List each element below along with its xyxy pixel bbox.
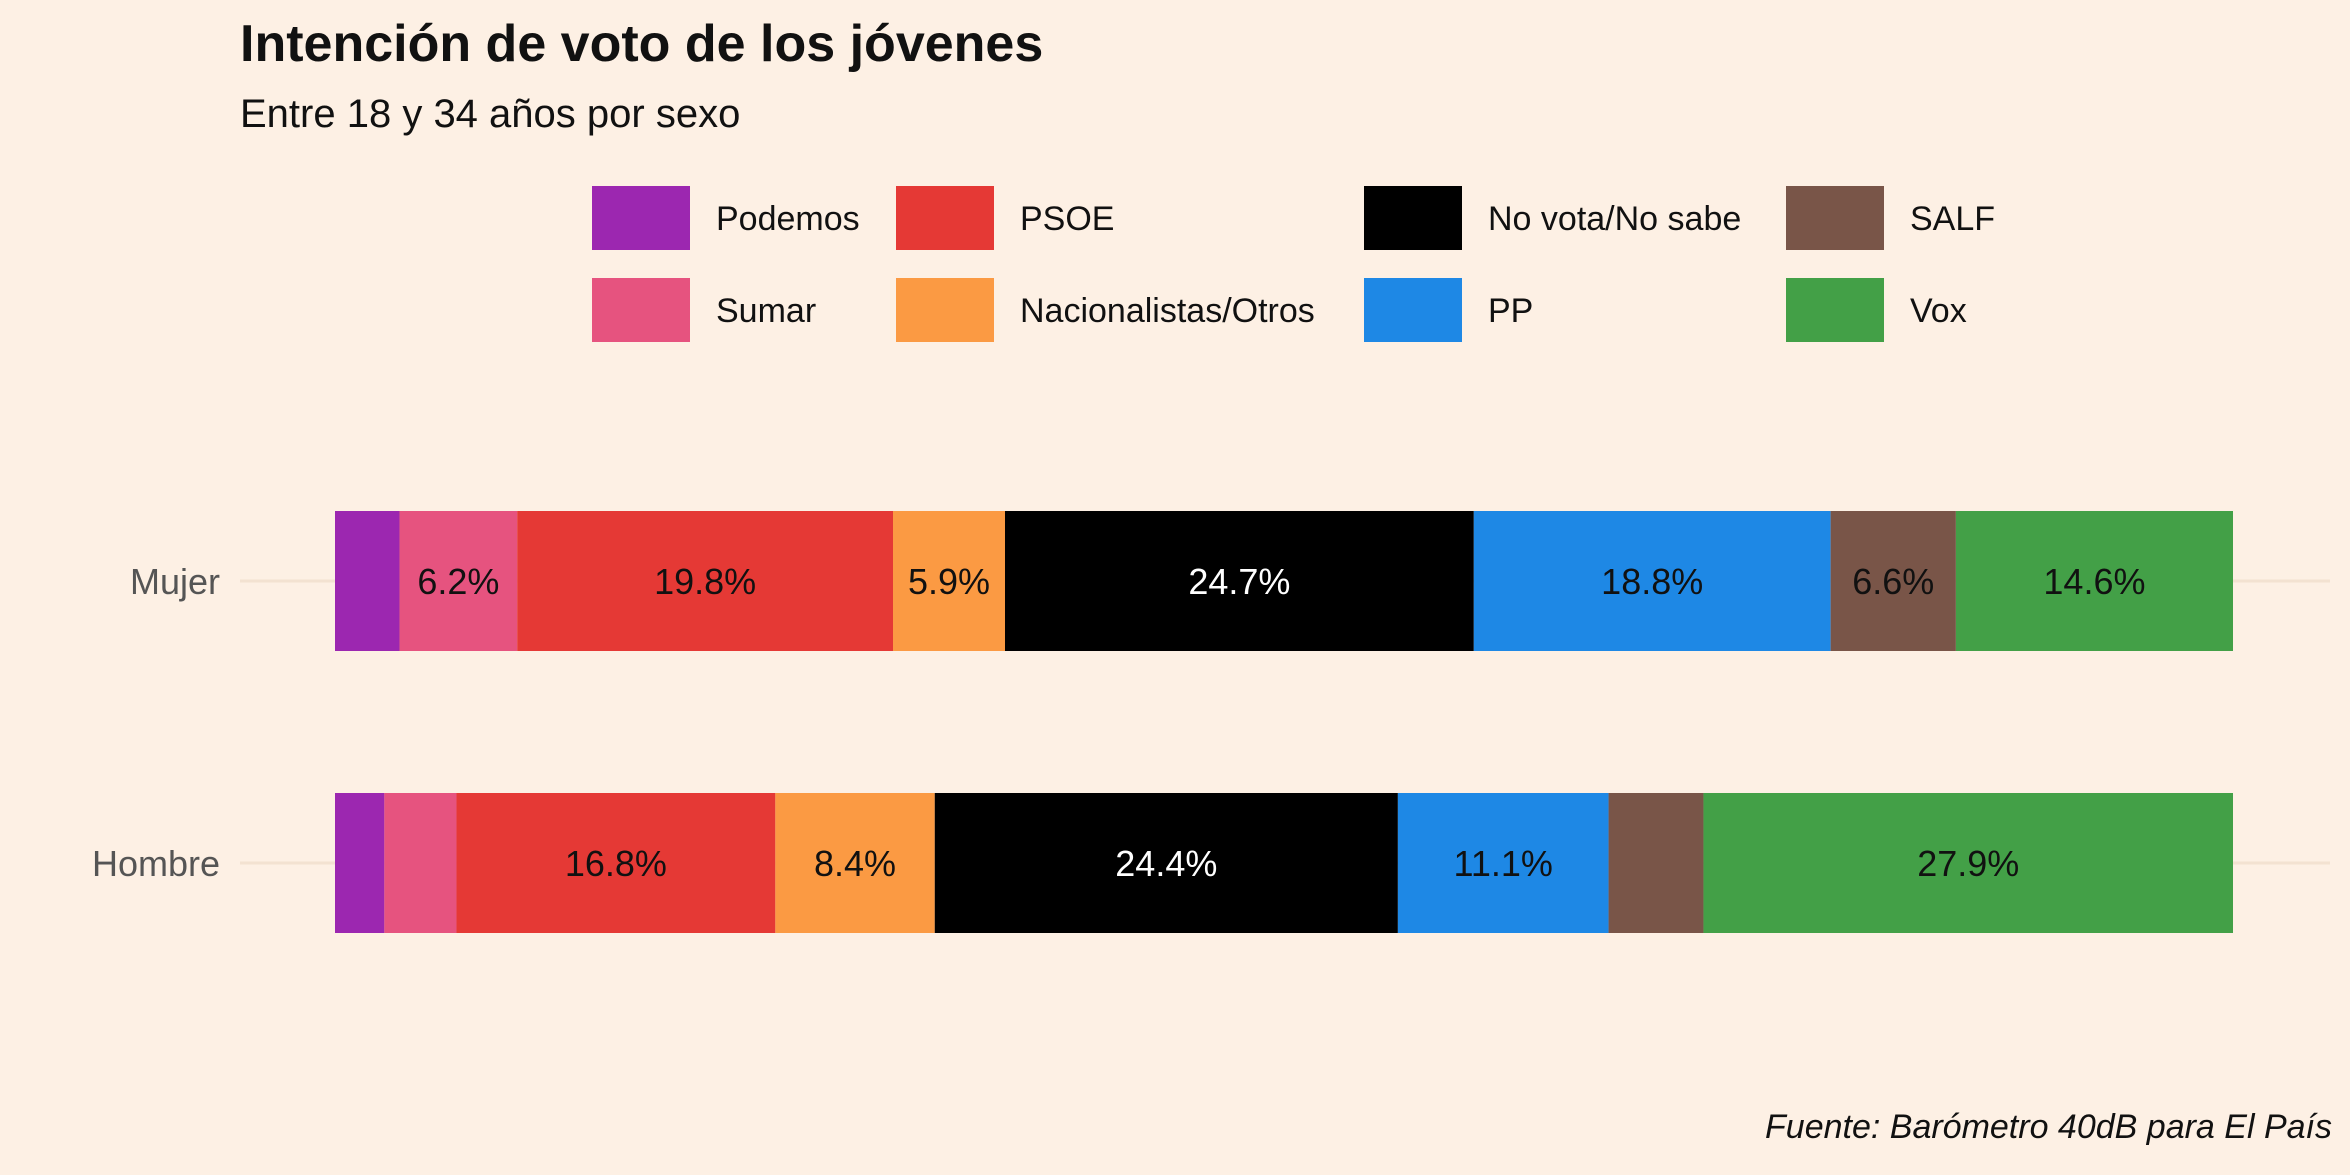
bar-label-mujer-psoe: 19.8% (654, 561, 756, 602)
bar-hombre-sumar (384, 793, 457, 933)
bar-label-hombre-nacionalistas-otros: 8.4% (814, 843, 896, 884)
chart-caption: Fuente: Barómetro 40dB para El País (1765, 1108, 2332, 1146)
bar-hombre-vox (1703, 793, 2233, 933)
bar-label-mujer-pp: 18.8% (1601, 561, 1703, 602)
legend-key-nacionalistas-otros (896, 278, 994, 342)
legend-label-salf: SALF (1910, 200, 1995, 238)
bar-mujer-nacionalistas-otros (893, 511, 1005, 651)
bar-mujer-pp (1473, 511, 1831, 651)
bar-hombre-salf (1608, 793, 1704, 933)
bar-mujer-sumar (399, 511, 518, 651)
bar-mujer-vox (1955, 511, 2233, 651)
legend-key-psoe (896, 186, 994, 250)
legend-key-pp (1364, 278, 1462, 342)
legend-key-salf (1786, 186, 1884, 250)
legend-label-nacionalistas-otros: Nacionalistas/Otros (1020, 292, 1315, 330)
bar-mujer-no-vota-no-sabe (1004, 511, 1474, 651)
legend-key-sumar (592, 278, 690, 342)
bar-label-hombre-vox: 27.9% (1917, 843, 2019, 884)
legend-key-podemos (592, 186, 690, 250)
chart-subtitle: Entre 18 y 34 años por sexo (240, 92, 741, 136)
category-label-mujer: Mujer (130, 561, 220, 602)
bar-hombre-pp (1397, 793, 1609, 933)
bar-mujer-podemos (335, 511, 400, 651)
bar-hombre-no-vota-no-sabe (934, 793, 1398, 933)
bar-hombre-podemos (335, 793, 385, 933)
bar-label-hombre-pp: 11.1% (1454, 843, 1553, 884)
legend-label-psoe: PSOE (1020, 200, 1114, 238)
bar-label-mujer-no-vota-no-sabe: 24.7% (1188, 561, 1290, 602)
legend-label-pp: PP (1488, 292, 1533, 330)
bar-mujer-salf (1830, 511, 1956, 651)
chart-title: Intención de voto de los jóvenes (240, 15, 1044, 73)
legend-label-vox: Vox (1910, 292, 1967, 330)
legend-label-no-vota-no-sabe: No vota/No sabe (1488, 200, 1741, 238)
legend-label-sumar: Sumar (716, 292, 816, 330)
bar-label-mujer-salf: 6.6% (1852, 561, 1934, 602)
bar-mujer-psoe (517, 511, 894, 651)
bar-label-mujer-vox: 14.6% (2043, 561, 2145, 602)
legend-label-podemos: Podemos (716, 200, 860, 238)
category-label-hombre: Hombre (92, 843, 220, 884)
bar-hombre-nacionalistas-otros (775, 793, 935, 933)
legend-key-no-vota-no-sabe (1364, 186, 1462, 250)
bar-hombre-psoe (456, 793, 776, 933)
bar-label-hombre-psoe: 16.8% (565, 843, 667, 884)
bar-label-mujer-sumar: 6.2% (417, 561, 499, 602)
bar-label-mujer-nacionalistas-otros: 5.9% (908, 561, 990, 602)
bar-label-hombre-no-vota-no-sabe: 24.4% (1115, 843, 1217, 884)
legend-key-vox (1786, 278, 1884, 342)
